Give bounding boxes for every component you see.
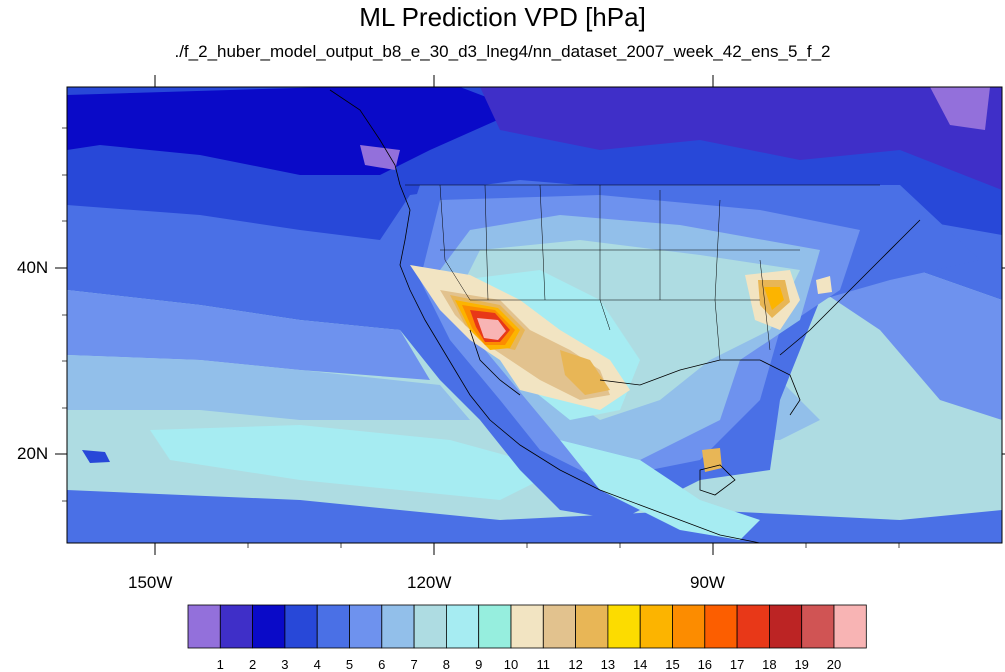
colorbar-label: 8 — [442, 657, 450, 672]
coastlines — [329, 89, 921, 543]
colorbar-swatch — [381, 604, 415, 649]
tropical-band-9 — [150, 425, 560, 500]
hawaii-band — [82, 450, 110, 463]
colorbar-label: 2 — [248, 657, 257, 672]
colorbar-label: 10 — [503, 657, 519, 672]
colorbar-swatch — [413, 604, 447, 649]
state-borders — [405, 184, 880, 361]
colorbar-label: 19 — [794, 657, 809, 672]
colorbar-swatch — [769, 604, 803, 649]
colorbar-swatch — [736, 604, 770, 649]
colorbar-swatch — [445, 604, 480, 649]
colorbar-swatch — [478, 604, 512, 649]
colorbar-swatch — [349, 604, 383, 649]
axis-minor-ticks — [62, 127, 900, 548]
southern-band-5 — [67, 490, 1002, 543]
colorbar-swatch — [575, 604, 609, 649]
colorbar-label: 16 — [697, 657, 713, 672]
colorbar-swatch — [607, 604, 641, 649]
colorbar-label: 18 — [762, 657, 777, 672]
colorbar-swatch — [639, 604, 673, 649]
colorbar-swatch — [219, 604, 254, 649]
colorbar-swatch — [704, 604, 738, 649]
north-pacific-band-2 — [480, 87, 1002, 190]
colorbar-label: 1 — [216, 657, 224, 672]
mexico-band-9 — [560, 440, 760, 540]
virginia-band-11 — [816, 276, 832, 294]
southwest-hotspot-20 — [477, 318, 506, 340]
lat-label-20n: 20N — [17, 444, 49, 463]
colorbar-label: 9 — [475, 657, 483, 672]
atlantic-band-6 — [820, 250, 1002, 420]
colorbar-swatch — [510, 604, 544, 649]
mexico-band-13 — [560, 350, 610, 395]
colorbar-label: 12 — [568, 657, 583, 672]
colorbar-swatch — [542, 604, 576, 649]
lon-label-90w: 90W — [690, 573, 725, 592]
colorbar-label: 3 — [281, 657, 289, 672]
colorbar-swatch — [801, 604, 835, 649]
colorbar-label: 5 — [345, 657, 354, 672]
colorbar-swatch — [284, 604, 318, 649]
colorbar-swatch — [672, 604, 706, 649]
colorbar-label: 14 — [632, 657, 648, 672]
north-pacific-band-1b — [360, 145, 400, 170]
colorbar-swatch — [252, 604, 286, 649]
map-subtitle: ./f_2_huber_model_output_b8_e_30_d3_lneg… — [174, 42, 831, 61]
colorbar-label: 7 — [410, 657, 418, 672]
colorbar-label: 4 — [313, 657, 321, 672]
north-pacific-band-1 — [930, 87, 990, 130]
colorbar-label: 13 — [600, 657, 616, 672]
colorbar-label: 17 — [729, 657, 745, 672]
tennessee-band-15 — [764, 287, 784, 310]
colorbar-label: 20 — [826, 657, 842, 672]
colorbar-label: 11 — [536, 657, 551, 672]
colorbar-swatch — [187, 604, 221, 649]
lon-label-120w: 120W — [407, 573, 452, 592]
mid-pacific-band-6 — [67, 290, 430, 380]
colorbar-label: 15 — [665, 657, 680, 672]
north-pacific-band-3 — [67, 87, 520, 175]
colorbar-swatch — [316, 604, 350, 649]
lat-label-40n: 40N — [17, 258, 49, 277]
colorbar-label: 6 — [378, 657, 386, 672]
colorbar-swatch — [833, 604, 867, 649]
map-title: ML Prediction VPD [hPa] — [359, 2, 646, 32]
lon-label-150w: 150W — [128, 573, 173, 592]
mid-pacific-band-7 — [67, 355, 470, 420]
